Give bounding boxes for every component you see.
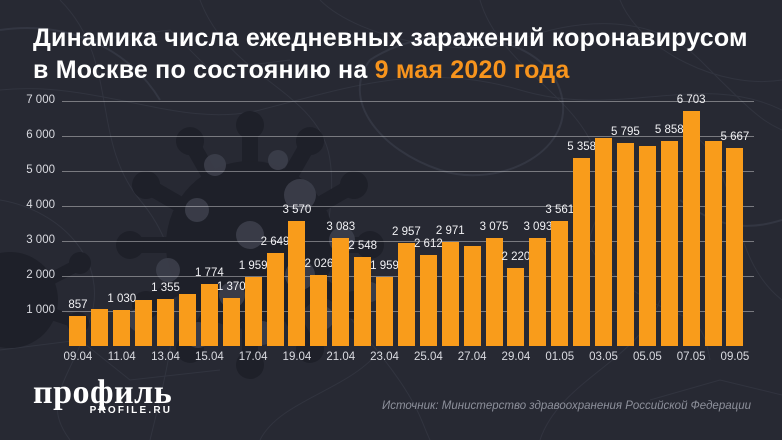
y-tick-label: 5 000 [26,164,55,176]
x-tick-label: 15.04 [194,351,224,363]
x-tick-label: 27.04 [457,351,487,363]
bar [376,277,394,346]
bar [573,158,591,346]
bar-value-label: 5 358 [567,141,597,154]
bar [222,298,240,346]
bar-value-label: 5 795 [611,126,640,139]
y-tick-label: 7 000 [26,94,55,106]
bar-value-label: 5 667 [720,130,750,143]
bar-value-label: 1 355 [151,281,180,294]
bar [682,111,700,346]
logo-domain: PROFILE.RU [89,405,173,416]
x-tick-label: 05.05 [632,351,662,363]
bar [91,308,109,346]
gridline [62,136,754,137]
y-tick-label: 6 000 [26,129,55,141]
x-tick-label: 29.04 [501,351,531,363]
gridline [62,101,754,102]
bar [157,298,175,346]
bar [244,277,262,346]
bar [616,143,634,346]
bar-value-label: 2 971 [435,225,465,237]
bar [419,254,437,346]
y-tick-label: 4 000 [26,199,55,211]
x-tick-label: 11.04 [107,351,136,363]
bar [310,275,328,346]
bar-value-label: 1 774 [194,266,224,279]
x-tick-label: 19.04 [282,351,312,363]
gridline [62,241,754,242]
bar-value-label: 2 220 [501,251,531,264]
bar-value-label: 1 959 [370,260,399,273]
bar [529,237,547,346]
bar-value-label: 5 858 [654,123,684,136]
x-tick-label: 07.05 [676,351,706,363]
bar-value-label: 2 957 [392,225,421,238]
logo-wordmark: профиль [33,374,173,411]
x-tick-label: 13.04 [151,351,180,363]
bar [726,147,744,346]
y-tick-label: 2 000 [26,269,55,281]
bar [200,283,218,346]
y-tick-label: 1 000 [26,304,55,316]
bar-value-label: 1 959 [238,260,268,273]
bar-value-label: 6 703 [676,94,706,107]
x-tick-label: 17.04 [238,351,268,363]
bar [288,221,306,346]
bar [69,316,87,346]
title-line1: Динамика числа ежедневных заражений коро… [33,24,748,52]
bar-value-label: 2 026 [304,258,334,271]
x-tick-label: 25.04 [413,351,443,363]
bar-value-label: 857 [68,299,88,311]
bar [113,309,131,346]
bar-value-label: 2 548 [348,239,378,252]
bar [595,137,613,346]
bar-value-label: 3 083 [326,221,356,234]
profil-logo: профиль PROFILE.RU [33,374,173,417]
x-tick-label: 03.05 [589,351,618,363]
bar [638,146,656,346]
x-tick-label: 23.04 [370,351,399,363]
bar [135,300,153,346]
bar [551,221,569,346]
bar [704,141,722,346]
bar-value-label: 3 075 [479,221,509,234]
bar-value-label: 3 093 [523,220,553,233]
gridline [62,171,754,172]
source-caption: Источник: Министерство здравоохранения Р… [382,400,751,412]
bar [485,238,503,346]
bar [266,253,284,346]
bar [397,242,415,346]
bar [660,140,678,346]
title-date-highlight: 9 мая 2020 года [374,56,570,84]
x-tick-label: 09.04 [63,351,93,363]
bar-value-label: 2 649 [260,236,290,249]
x-tick-label: 21.04 [326,351,356,363]
bar [463,246,481,346]
title-line2-prefix: в Москве по состоянию на [33,56,375,84]
bar-value-label: 1 030 [107,292,137,305]
bar [178,293,196,346]
y-tick-label: 3 000 [26,234,55,246]
bar-value-label: 3 561 [545,204,575,217]
bar [332,238,350,346]
bar-value-label: 1 370 [216,281,246,294]
x-tick-label: 01.05 [545,351,575,363]
bar [507,268,525,346]
bar-value-label: 3 570 [282,204,312,217]
chart-title: Динамика числа ежедневных заражений коро… [33,22,748,86]
bar [441,242,459,346]
gridline [62,206,754,207]
bar [354,256,372,346]
bar-value-label: 2 612 [413,237,443,250]
x-tick-label: 09.05 [720,351,750,363]
